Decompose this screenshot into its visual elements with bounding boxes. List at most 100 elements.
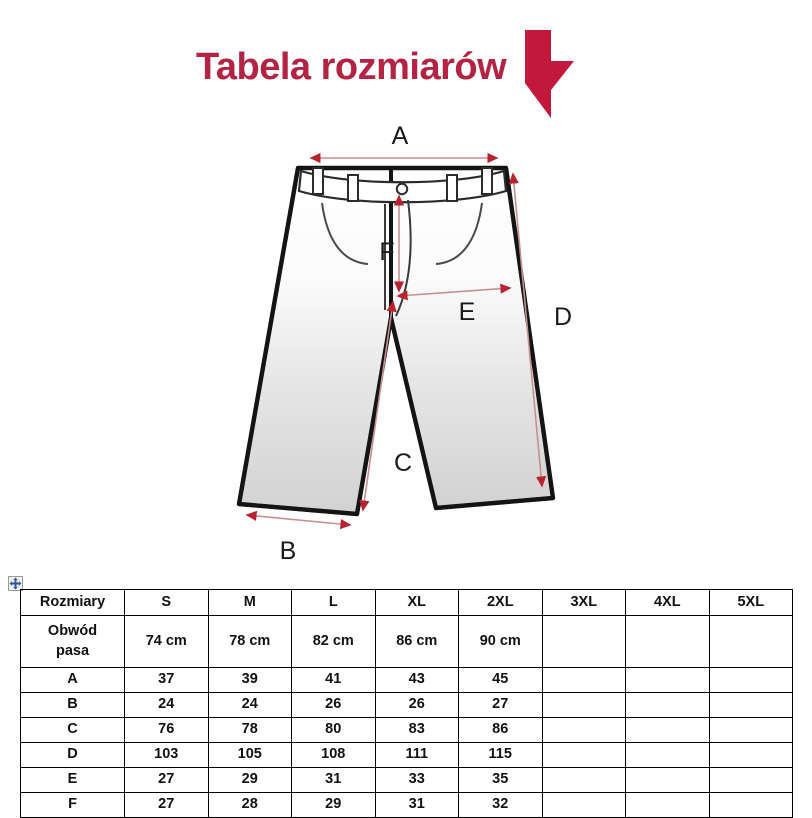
table-cell (708, 717, 793, 743)
table-row: B 24 24 26 26 27 (20, 692, 793, 718)
front-pockets (321, 202, 483, 265)
table-cell: 103 (124, 742, 209, 768)
row-label-line: pasa (55, 642, 90, 659)
table-cell: 27 (458, 692, 543, 718)
red-arrow-logo (525, 30, 574, 118)
table-header-row: Rozmiary S M L XL 2XL 3XL 4XL 5XL (20, 589, 793, 616)
measure-label-A: A (392, 122, 409, 150)
waistband (297, 167, 508, 204)
belt-loop (481, 167, 493, 195)
table-cell: 90 cm (458, 615, 543, 668)
header-banner: Tabela rozmiarów (0, 0, 812, 125)
belt-loop (446, 174, 458, 202)
row-label-cell: E (20, 767, 125, 793)
table-cell (541, 692, 626, 718)
table-cell: 83 (374, 717, 459, 743)
measure-arrow-E (396, 283, 512, 301)
table-cell: 45 (458, 667, 543, 693)
table-header-cell: Rozmiary (20, 589, 125, 616)
table-cell (708, 742, 793, 768)
table-cell: 105 (207, 742, 292, 768)
table-cell: 28 (207, 792, 292, 818)
table-cell (625, 615, 710, 668)
table-cell (625, 792, 710, 818)
table-header-cell: XL (374, 589, 459, 616)
move-handle-icon[interactable] (8, 576, 23, 591)
table-header-cell: 5XL (708, 589, 793, 616)
size-chart-table: Rozmiary S M L XL 2XL 3XL 4XL 5XL Obwód … (20, 589, 793, 818)
table-cell (625, 717, 710, 743)
table-cell (708, 792, 793, 818)
table-cell: 29 (291, 792, 376, 818)
table-header-cell: 2XL (458, 589, 543, 616)
table-cell: 24 (124, 692, 209, 718)
belt-loop (312, 167, 324, 195)
table-cell: 35 (458, 767, 543, 793)
measure-arrow-D (508, 172, 547, 488)
table-cell: 27 (124, 767, 209, 793)
table-cell: 43 (374, 667, 459, 693)
row-label-line: Obwód (47, 622, 98, 639)
row-label-cell: A (20, 667, 125, 693)
table-cell: 39 (207, 667, 292, 693)
row-label-cell: Obwód pasa (20, 615, 125, 668)
row-label-cell: F (20, 792, 125, 818)
table-cell (541, 792, 626, 818)
measure-arrow-B (245, 510, 352, 530)
belt-loop (347, 174, 359, 202)
measure-arrow-C (359, 300, 397, 512)
measure-label-E: E (459, 298, 476, 326)
table-cell: 31 (374, 792, 459, 818)
table-row: A 37 39 41 43 45 (20, 667, 793, 693)
page-title: Tabela rozmiarów (196, 46, 507, 88)
fly-seam (384, 199, 412, 317)
measure-label-F: F (379, 238, 394, 266)
table-header-cell: 3XL (541, 589, 626, 616)
measure-label-D: D (554, 303, 572, 331)
table-cell: 78 (207, 717, 292, 743)
table-cell (541, 767, 626, 793)
waist-button-icon (395, 182, 409, 196)
table-cell: 86 (458, 717, 543, 743)
table-cell: 86 cm (374, 615, 459, 668)
table-cell (625, 742, 710, 768)
measure-label-C: C (394, 449, 412, 477)
table-header-cell: L (291, 589, 376, 616)
table-cell: 76 (124, 717, 209, 743)
row-label-cell: D (20, 742, 125, 768)
table-cell: 74 cm (124, 615, 209, 668)
table-cell: 27 (124, 792, 209, 818)
table-cell: 115 (458, 742, 543, 768)
table-cell: 29 (207, 767, 292, 793)
table-cell: 82 cm (291, 615, 376, 668)
table-cell (708, 767, 793, 793)
table-cell (541, 742, 626, 768)
table-cell: 26 (291, 692, 376, 718)
table-cell: 31 (291, 767, 376, 793)
table-cell: 78 cm (207, 615, 292, 668)
table-cell: 32 (458, 792, 543, 818)
table-cell: 33 (374, 767, 459, 793)
table-cell: 26 (374, 692, 459, 718)
table-row: C 76 78 80 83 86 (20, 717, 793, 743)
table-cell: 108 (291, 742, 376, 768)
table-header-cell: S (124, 589, 209, 616)
table-cell (625, 692, 710, 718)
table-cell (708, 692, 793, 718)
row-label-cell: C (20, 717, 125, 743)
table-cell (541, 717, 626, 743)
table-row: Obwód pasa 74 cm 78 cm 82 cm 86 cm 90 cm (20, 615, 793, 668)
table-header-cell: M (207, 589, 292, 616)
table-cell: 37 (124, 667, 209, 693)
table-row: E 27 29 31 33 35 (20, 767, 793, 793)
measure-label-B: B (280, 537, 297, 565)
table-cell (625, 667, 710, 693)
table-header-cell: 4XL (625, 589, 710, 616)
trousers-measurement-diagram: A D E F C B (236, 122, 572, 565)
table-cell: 41 (291, 667, 376, 693)
table-cell (708, 615, 793, 668)
row-label-cell: B (20, 692, 125, 718)
table-cell (708, 667, 793, 693)
table-cell: 24 (207, 692, 292, 718)
table-cell: 80 (291, 717, 376, 743)
